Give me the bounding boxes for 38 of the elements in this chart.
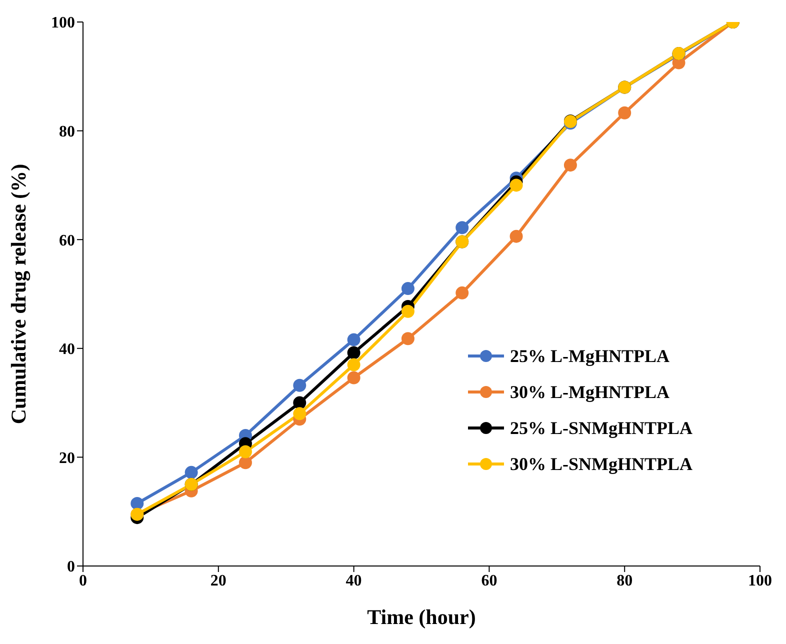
point: [347, 371, 360, 384]
legend-label: 30% L-SNMgHNTPLA: [510, 454, 693, 474]
point: [510, 230, 523, 243]
legend-label: 25% L-MgHNTPLA: [510, 346, 670, 366]
point: [347, 333, 360, 346]
x-tick-label: 20: [210, 572, 226, 590]
point: [564, 158, 577, 172]
point: [456, 221, 469, 234]
y-tick-label: 60: [59, 232, 75, 250]
y-tick-label: 100: [51, 14, 75, 32]
x-tick-label: 100: [748, 572, 772, 590]
point: [238, 456, 252, 470]
x-tick-label: 40: [346, 572, 362, 590]
y-tick-label: 40: [59, 341, 75, 358]
y-axis-title: Cumulative drug release (%): [6, 164, 30, 424]
legend-label: 30% L-MgHNTPLA: [510, 382, 670, 402]
x-tick-label: 60: [481, 572, 498, 590]
point: [184, 466, 198, 479]
point: [347, 346, 360, 360]
x-tick-label: 80: [616, 572, 633, 590]
point: [293, 407, 306, 420]
y-tick-label: 20: [59, 450, 75, 467]
point: [401, 282, 414, 296]
point: [347, 358, 360, 372]
point: [401, 332, 414, 346]
point: [293, 396, 306, 410]
legend-label: 25% L-SNMgHNTPLA: [510, 418, 693, 438]
point: [456, 286, 469, 300]
y-tick-label: 0: [67, 558, 75, 576]
point: [293, 378, 306, 392]
point: [238, 445, 252, 458]
point: [130, 496, 144, 510]
x-axis-title: Time (hour): [367, 605, 476, 629]
point: [618, 106, 632, 120]
point: [510, 178, 523, 192]
y-tick-label: 80: [59, 123, 75, 140]
x-tick-label: 0: [79, 572, 87, 590]
point: [401, 304, 414, 318]
